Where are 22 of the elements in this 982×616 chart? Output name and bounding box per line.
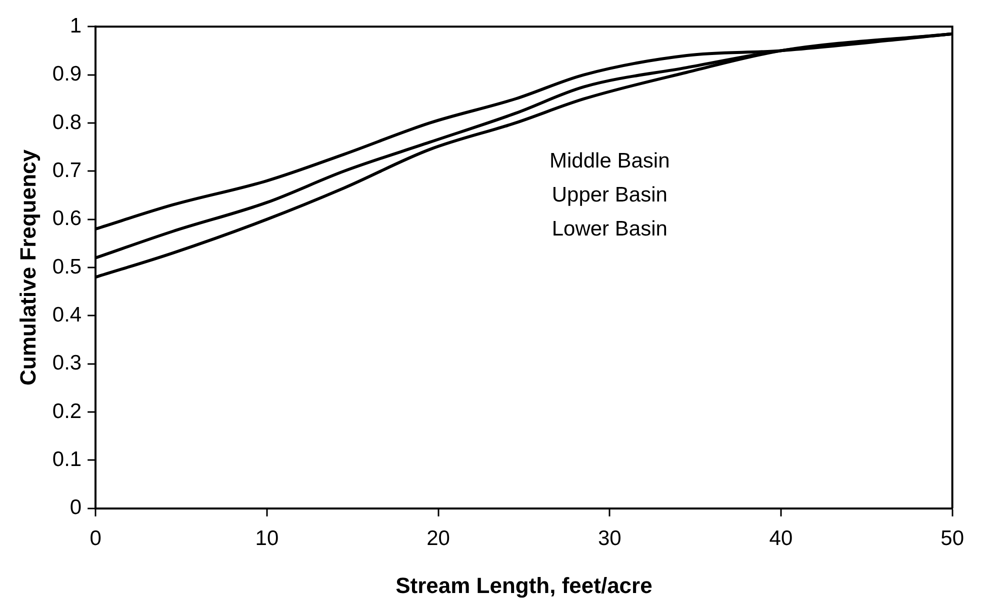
y-tick-label: 0 (70, 496, 82, 520)
y-tick-label: 0.9 (52, 62, 82, 86)
x-axis-title: Stream Length, feet/acre (396, 572, 652, 598)
y-tick-label: 0.8 (52, 110, 82, 134)
y-tick-label: 0.4 (52, 303, 82, 326)
y-tick-label: 0.6 (52, 207, 82, 230)
y-tick-label: 0.7 (52, 158, 82, 182)
y-tick-label: 1 (70, 14, 82, 38)
x-tick-label: 50 (940, 526, 964, 550)
x-tick-label: 30 (598, 526, 622, 550)
y-axis-title: Cumulative Frequency (15, 148, 40, 386)
annotation: Middle Basin (550, 149, 670, 172)
y-tick-label: 0.3 (52, 352, 82, 375)
annotation: Upper Basin (552, 183, 668, 206)
x-tick-label: 40 (769, 526, 793, 550)
annotation: Lower Basin (552, 217, 668, 240)
y-tick-label: 0.5 (52, 255, 82, 278)
y-tick-label: 0.1 (52, 448, 82, 472)
x-tick-label: 0 (90, 526, 102, 550)
y-tick-label: 0.2 (52, 400, 82, 423)
x-tick-label: 10 (255, 526, 279, 550)
x-tick-label: 20 (426, 526, 450, 550)
